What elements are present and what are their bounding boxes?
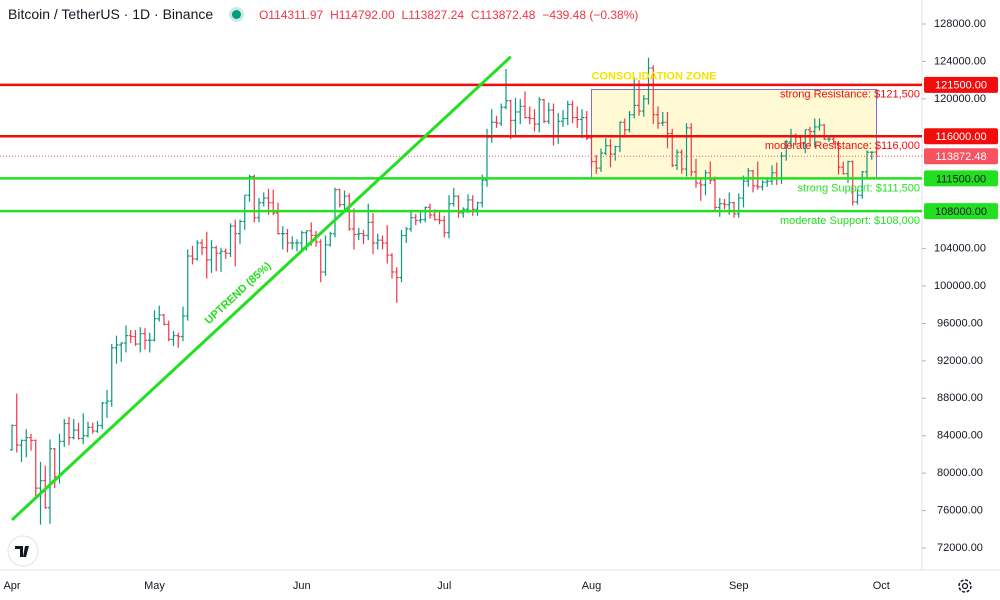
y-tick-label: 124000.00 (934, 55, 986, 67)
zone-label: CONSOLIDATION ZONE (591, 70, 716, 82)
level-label: moderate Resistance: $116,000 (765, 140, 920, 152)
y-tick-label: 92000.00 (937, 355, 983, 367)
trendline-label: UPTREND (85%) (203, 260, 274, 327)
status-dot (232, 10, 242, 19)
y-tick-label: 80000.00 (937, 467, 983, 479)
legend-header: Bitcoin / TetherUS · 1D · Binance O11431… (8, 6, 641, 22)
low: L113827.24 (401, 8, 465, 22)
y-tick-label: 76000.00 (937, 504, 983, 516)
trendline-label-group: UPTREND (85%) (203, 260, 274, 327)
level-price-label: 121500.00 (935, 80, 987, 92)
level-price-label: 108000.00 (935, 206, 987, 218)
level-price-label: 116000.00 (935, 131, 986, 143)
y-tick-label: 104000.00 (934, 242, 986, 254)
plot-area: CONSOLIDATION ZONE strong Resistance: $12… (0, 55, 922, 525)
last-price-label: 113872.48 (935, 151, 986, 163)
y-tick-label: 120000.00 (934, 93, 986, 105)
y-tick-label: 100000.00 (934, 280, 986, 292)
x-tick-label: Sep (729, 580, 749, 592)
x-tick-label: Apr (3, 580, 20, 592)
x-tick-label: Jul (437, 580, 451, 592)
y-tick-label: 84000.00 (937, 430, 983, 442)
y-tick-label: 128000.00 (934, 18, 986, 30)
y-tick-label: 96000.00 (937, 317, 983, 329)
level-label: strong Resistance: $121,500 (780, 89, 920, 101)
symbol[interactable]: Bitcoin / TetherUS · 1D · Binance (8, 6, 214, 22)
level-price-box (924, 128, 998, 145)
level-label: strong Support: $111,500 (797, 182, 920, 194)
level-price-label: 111500.00 (936, 173, 986, 185)
tv-logo (7, 535, 39, 567)
close: C113872.48 (470, 8, 536, 22)
level-label: moderate Support: $108,000 (780, 215, 920, 227)
x-tick-label: Aug (582, 580, 602, 592)
y-tick-label: 88000.00 (937, 392, 983, 404)
settings-icon[interactable] (958, 579, 972, 593)
level-price-box (924, 76, 998, 93)
x-tick-label: Jun (293, 580, 311, 592)
y-tick-label: 72000.00 (937, 542, 983, 554)
x-tick-label: May (144, 580, 165, 592)
level-price-box (924, 170, 998, 187)
open: O114311.97 (258, 8, 324, 22)
last-price-box (924, 148, 998, 165)
high: H114792.00 (330, 8, 395, 22)
level-price-box (924, 203, 998, 220)
trendline (10, 55, 512, 522)
x-tick-label: Oct (873, 580, 890, 592)
change: −439.48 (−0.38%) (542, 8, 639, 22)
